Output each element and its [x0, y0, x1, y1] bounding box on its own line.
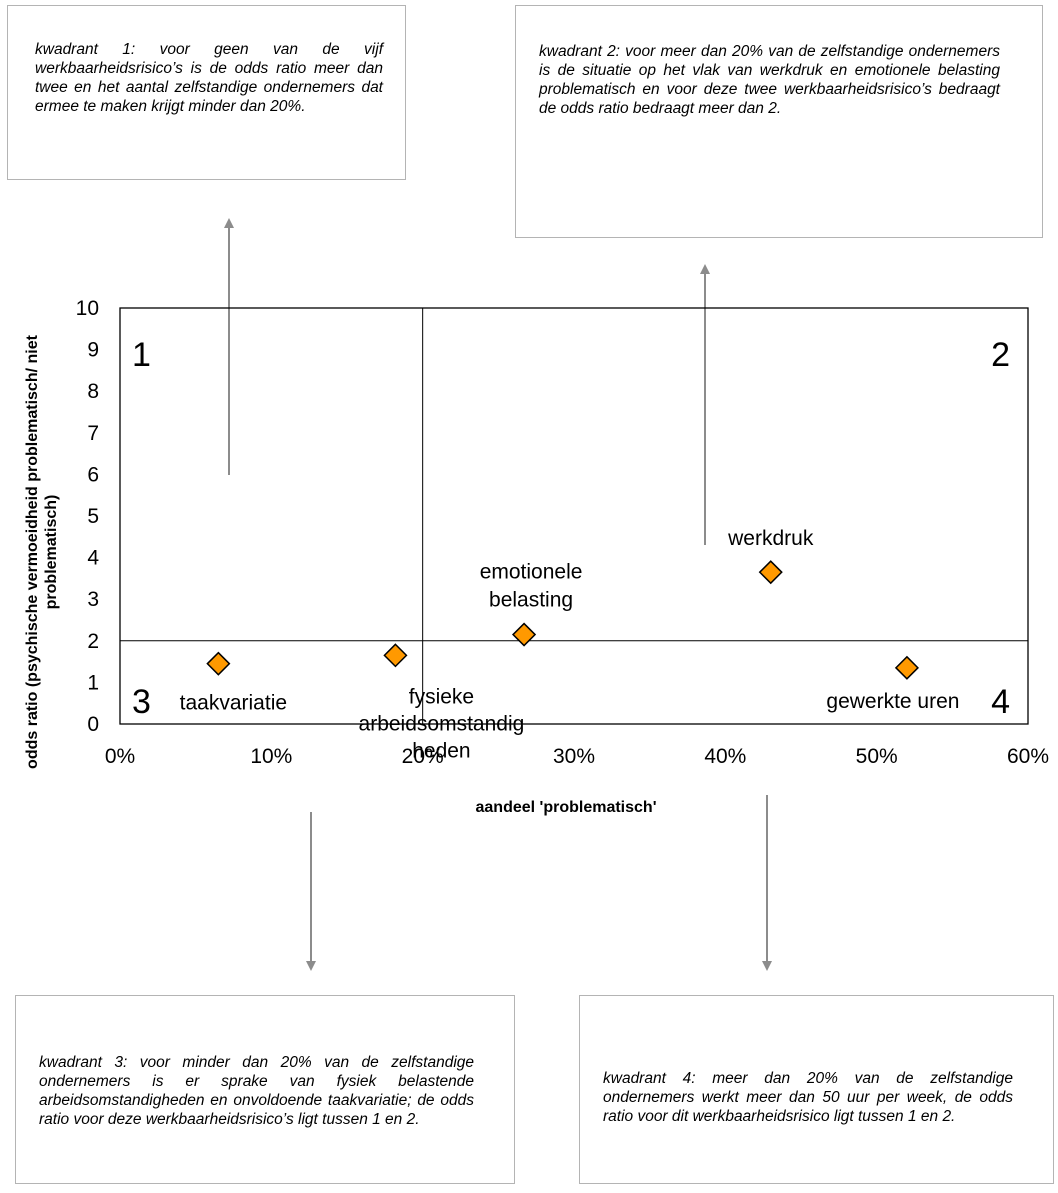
quadrant-number-1: 1 [132, 336, 151, 374]
y-tick-label: 6 [87, 463, 99, 486]
data-point-marker [206, 651, 231, 676]
quadrant-4-text: kwadrant 4: meer dan 20% van de zelfstan… [603, 1070, 1013, 1125]
y-axis-label: odds ratio (psychische vermoeidheid prob… [24, 334, 60, 769]
quadrant-number-4: 4 [991, 683, 1010, 721]
data-point-label: fysieke arbeidsomstandig heden [359, 685, 525, 762]
data-point-marker [383, 643, 408, 668]
data-point-label: taakvariatie [180, 692, 287, 715]
quadrant-2-text: kwadrant 2: voor meer dan 20% van de zel… [539, 43, 1000, 117]
x-tick-label: 20% [402, 745, 444, 768]
x-tick-label: 10% [250, 745, 292, 768]
quadrant-1-note: kwadrant 1: voor geen van de vijf werkba… [7, 5, 406, 180]
y-tick-label: 1 [87, 671, 99, 694]
data-point-marker [511, 622, 537, 647]
data-point-label: emotionele belasting [480, 561, 583, 612]
quadrant-3-text: kwadrant 3: voor minder dan 20% van de z… [39, 1054, 474, 1128]
quadrant-number-3: 3 [132, 683, 151, 721]
x-tick-label: 30% [553, 745, 595, 768]
x-tick-label: 50% [856, 745, 898, 768]
data-point-label: werkdruk [727, 527, 814, 550]
y-tick-label: 7 [87, 422, 99, 445]
x-tick-label: 40% [704, 745, 746, 768]
y-tick-label: 8 [87, 380, 99, 403]
y-tick-label: 4 [87, 547, 99, 570]
x-tick-label: 0% [105, 745, 135, 768]
data-point-marker [758, 560, 783, 585]
quadrant-2-note: kwadrant 2: voor meer dan 20% van de zel… [515, 5, 1043, 238]
y-tick-label: 0 [87, 713, 99, 736]
data-point-label: gewerkte uren [826, 690, 959, 713]
x-tick-label: 60% [1007, 745, 1049, 768]
y-tick-label: 10 [76, 297, 99, 320]
quadrant-number-2: 2 [991, 336, 1010, 374]
y-tick-label: 9 [87, 339, 99, 362]
quadrant-3-note: kwadrant 3: voor minder dan 20% van de z… [15, 995, 515, 1184]
data-point-marker [894, 655, 919, 680]
quadrant-1-text: kwadrant 1: voor geen van de vijf werkba… [35, 41, 383, 115]
y-tick-label: 5 [87, 505, 99, 528]
plot-area [119, 307, 1029, 725]
quadrant-4-note: kwadrant 4: meer dan 20% van de zelfstan… [579, 995, 1054, 1184]
y-tick-label: 2 [87, 630, 99, 653]
x-axis-label: aandeel 'problematisch' [476, 799, 657, 816]
y-tick-label: 3 [87, 588, 99, 611]
